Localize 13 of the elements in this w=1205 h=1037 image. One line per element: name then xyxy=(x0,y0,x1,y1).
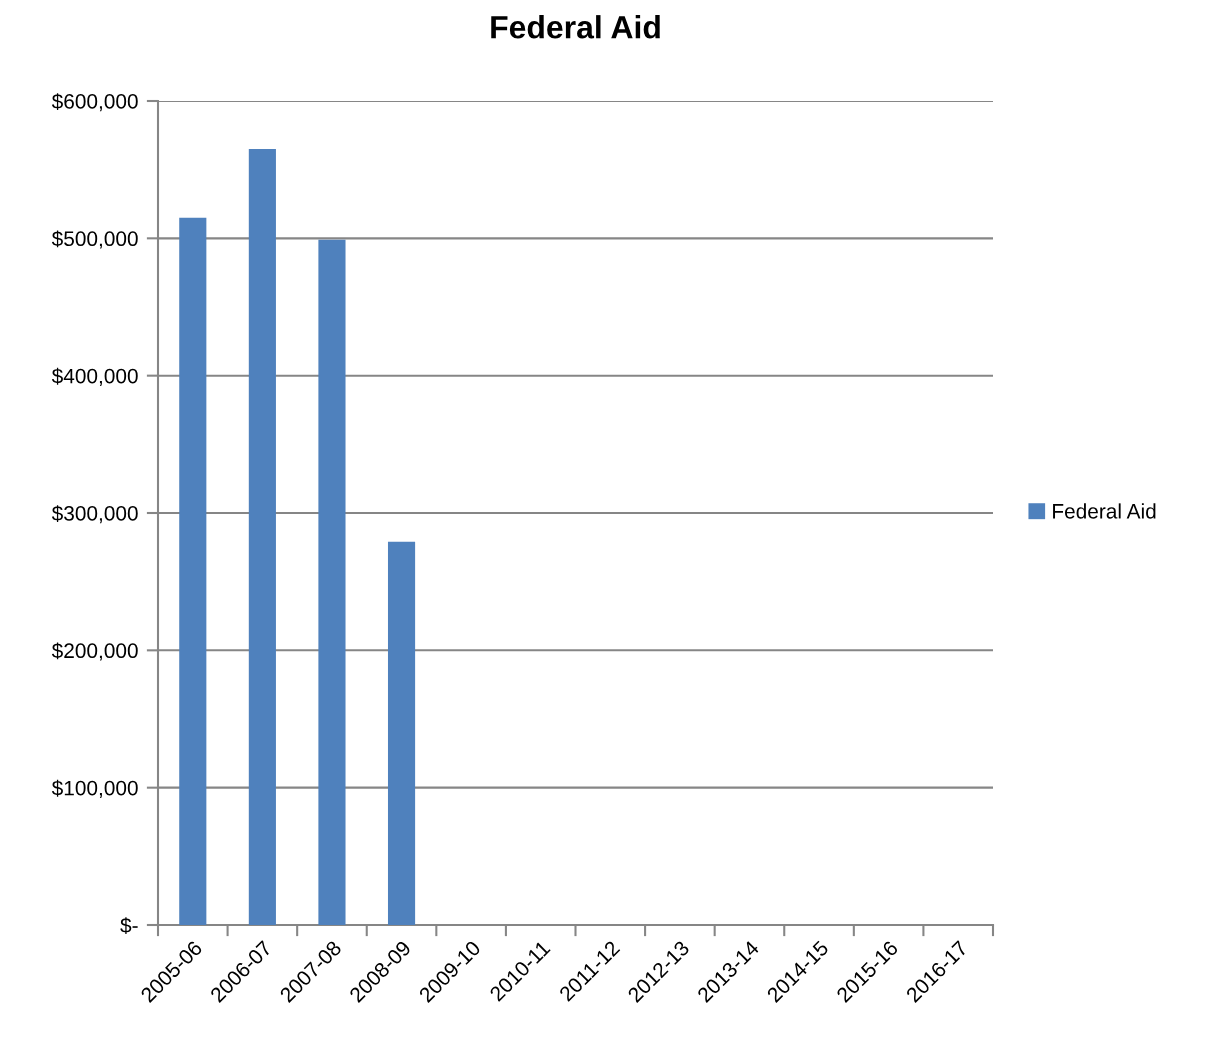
y-tick-label: $300,000 xyxy=(51,505,138,524)
chart-title: Federal Aid xyxy=(491,15,660,39)
legend-label: Federal Aid xyxy=(1053,503,1156,519)
y-tick-label: $- xyxy=(120,917,138,934)
y-tick-label: $400,000 xyxy=(51,367,138,386)
bar xyxy=(248,149,276,925)
y-tick-label: $100,000 xyxy=(51,779,138,798)
bar xyxy=(179,217,207,925)
y-tick-label: $200,000 xyxy=(51,642,138,661)
y-tick-label: $500,000 xyxy=(51,230,138,249)
bar xyxy=(387,541,416,925)
bar xyxy=(318,239,346,925)
y-tick-label: $600,000 xyxy=(51,93,138,112)
